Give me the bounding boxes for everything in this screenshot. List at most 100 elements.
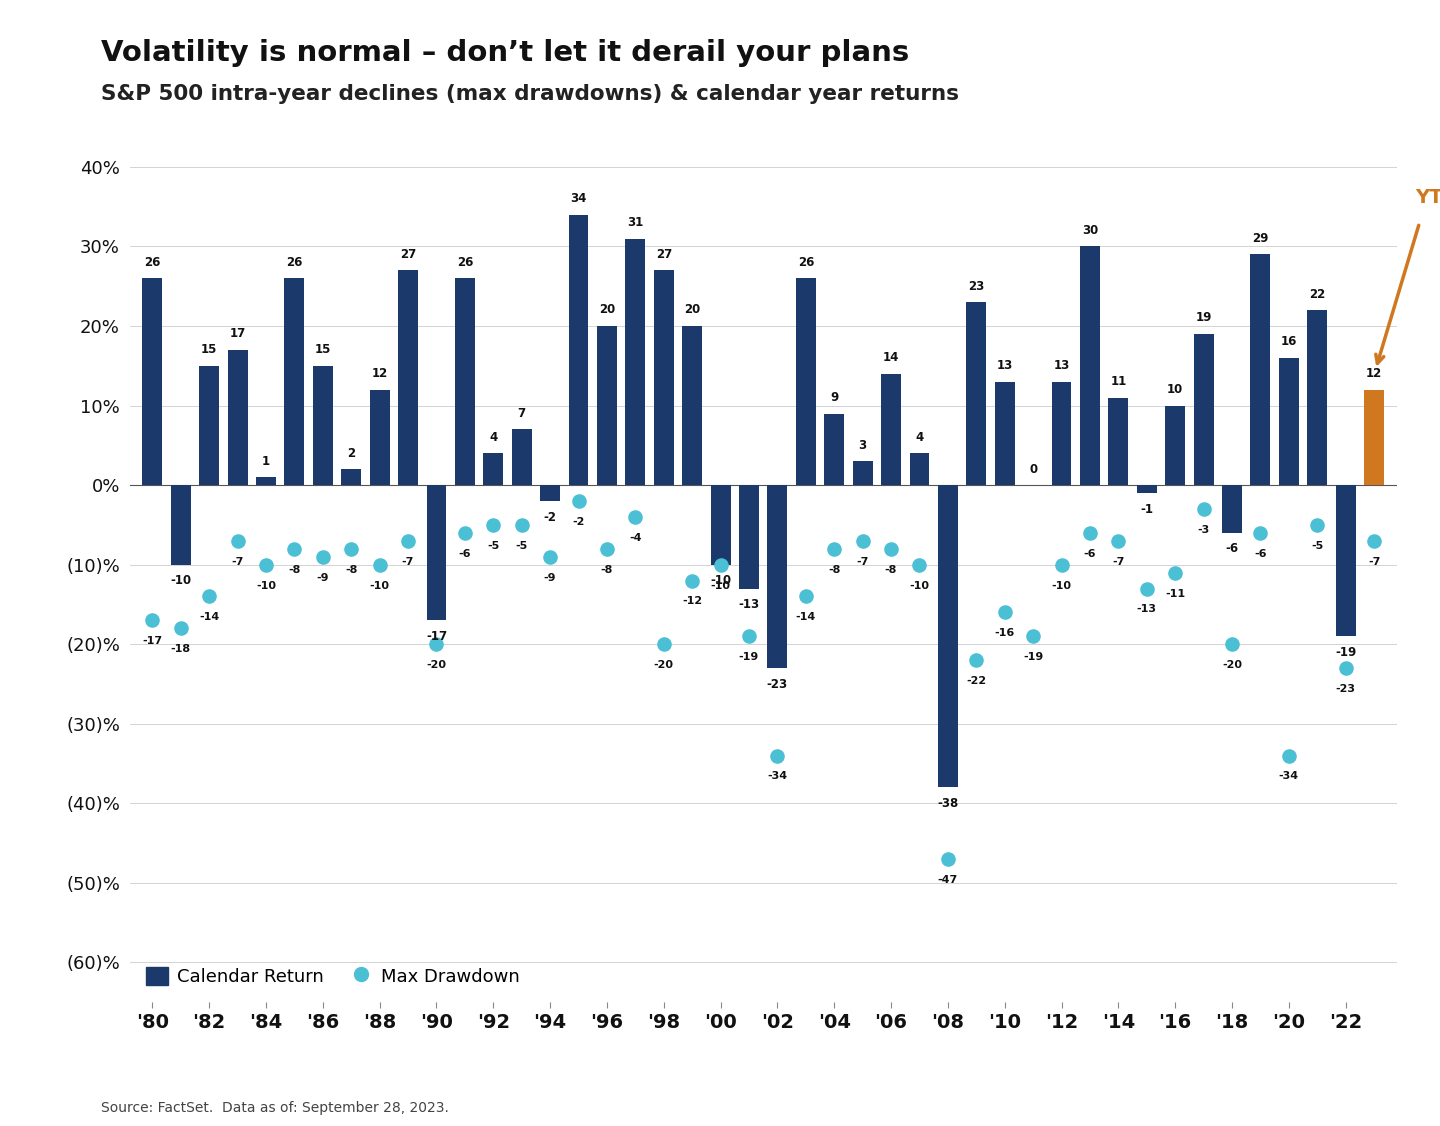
- Point: [880, 539, 903, 557]
- Text: -20: -20: [426, 660, 446, 670]
- Point: [994, 604, 1017, 622]
- Text: -7: -7: [1112, 556, 1125, 566]
- Text: -10: -10: [710, 574, 732, 587]
- Point: [936, 850, 959, 868]
- Bar: [1279, 358, 1299, 485]
- Point: [708, 555, 732, 573]
- Bar: [768, 485, 788, 668]
- Point: [170, 619, 193, 637]
- Bar: [397, 270, 418, 485]
- Text: -23: -23: [1336, 683, 1355, 694]
- Point: [965, 651, 988, 669]
- Text: 27: 27: [655, 248, 672, 261]
- Text: -9: -9: [317, 573, 330, 582]
- Bar: [1194, 334, 1214, 485]
- Point: [795, 588, 818, 606]
- Text: -5: -5: [487, 540, 500, 551]
- Bar: [1109, 397, 1129, 485]
- Text: 26: 26: [144, 256, 160, 269]
- Point: [1362, 531, 1385, 549]
- Text: -47: -47: [937, 875, 958, 885]
- Text: 13: 13: [996, 359, 1012, 373]
- Bar: [1336, 485, 1355, 636]
- Bar: [171, 485, 190, 564]
- Text: 27: 27: [400, 248, 416, 261]
- Bar: [1223, 485, 1241, 533]
- Text: -10: -10: [910, 581, 929, 590]
- Text: -1: -1: [1140, 502, 1153, 516]
- Bar: [540, 485, 560, 501]
- Text: -14: -14: [199, 613, 219, 623]
- Point: [822, 539, 845, 557]
- Point: [737, 627, 760, 645]
- Point: [1107, 531, 1130, 549]
- Text: 31: 31: [628, 216, 644, 229]
- Point: [482, 516, 505, 534]
- Text: -4: -4: [629, 533, 642, 543]
- Bar: [285, 278, 304, 485]
- Text: 15: 15: [314, 343, 331, 356]
- Text: -19: -19: [1022, 652, 1043, 662]
- Text: -2: -2: [544, 510, 557, 524]
- Bar: [1136, 485, 1156, 493]
- Text: 7: 7: [517, 406, 526, 420]
- Bar: [455, 278, 475, 485]
- Text: -22: -22: [966, 676, 986, 686]
- Text: -8: -8: [884, 564, 897, 574]
- Text: -10: -10: [170, 574, 192, 587]
- Bar: [256, 477, 276, 485]
- Text: -13: -13: [739, 598, 759, 611]
- Text: YTD: YTD: [1414, 188, 1440, 207]
- Point: [851, 531, 874, 549]
- Text: 15: 15: [202, 343, 217, 356]
- Text: 11: 11: [1110, 375, 1126, 388]
- Point: [1248, 524, 1272, 542]
- Point: [909, 555, 932, 573]
- Text: -17: -17: [426, 629, 446, 643]
- Point: [624, 508, 647, 526]
- Point: [396, 531, 419, 549]
- Bar: [1308, 310, 1328, 485]
- Point: [567, 492, 590, 510]
- Text: -6: -6: [1225, 543, 1238, 555]
- Text: -38: -38: [937, 797, 959, 810]
- Text: 4: 4: [490, 431, 497, 444]
- Text: -3: -3: [1198, 525, 1210, 535]
- Point: [1192, 500, 1215, 518]
- Text: 23: 23: [968, 279, 985, 293]
- Bar: [910, 454, 929, 485]
- Text: -9: -9: [544, 573, 556, 582]
- Point: [1277, 747, 1300, 765]
- Point: [282, 539, 305, 557]
- Point: [226, 531, 249, 549]
- Bar: [937, 485, 958, 787]
- Text: 19: 19: [1195, 312, 1212, 324]
- Bar: [569, 215, 589, 485]
- Bar: [625, 239, 645, 485]
- Point: [681, 572, 704, 590]
- Text: 29: 29: [1253, 232, 1269, 244]
- Text: -10: -10: [710, 581, 730, 590]
- Bar: [796, 278, 816, 485]
- Bar: [511, 429, 531, 485]
- Text: -2: -2: [572, 517, 585, 527]
- Text: -13: -13: [1136, 605, 1156, 615]
- Text: 0: 0: [1030, 463, 1037, 475]
- Text: -8: -8: [288, 564, 301, 574]
- Text: S&P 500 intra-year declines (max drawdowns) & calendar year returns: S&P 500 intra-year declines (max drawdow…: [101, 84, 959, 105]
- Bar: [598, 327, 616, 485]
- Point: [1333, 659, 1356, 677]
- Bar: [228, 350, 248, 485]
- Bar: [426, 485, 446, 620]
- Text: -7: -7: [402, 556, 415, 566]
- Text: -16: -16: [995, 628, 1015, 638]
- Text: -12: -12: [683, 597, 703, 607]
- Text: -6: -6: [1084, 548, 1096, 558]
- Text: Source: FactSet.  Data as of: September 28, 2023.: Source: FactSet. Data as of: September 2…: [101, 1101, 449, 1115]
- Text: -19: -19: [739, 652, 759, 662]
- Bar: [824, 413, 844, 485]
- Point: [340, 539, 363, 557]
- Bar: [654, 270, 674, 485]
- Point: [1135, 580, 1158, 598]
- Point: [1050, 555, 1073, 573]
